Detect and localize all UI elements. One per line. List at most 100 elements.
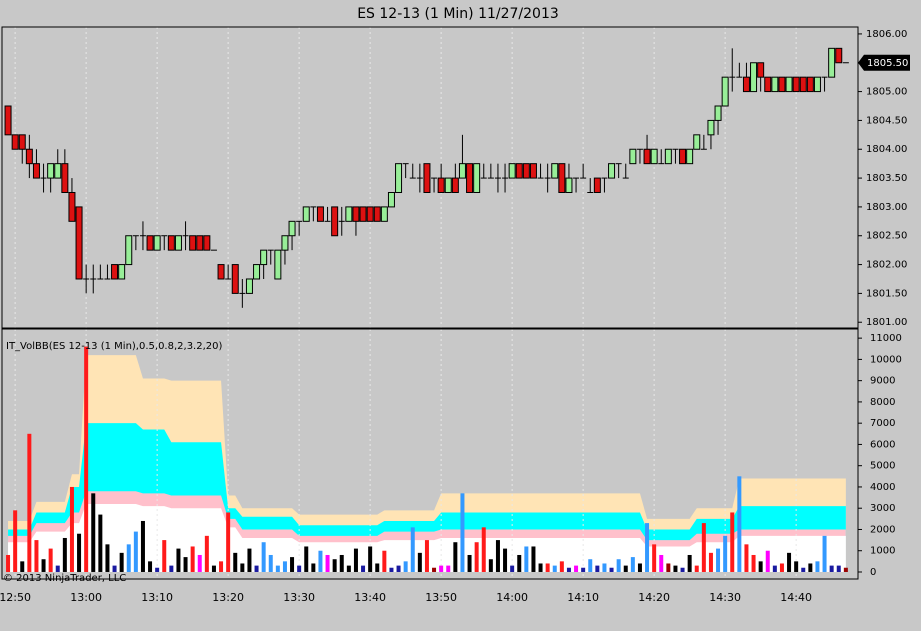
volume-bar [268,554,273,572]
volume-bar [666,563,671,572]
last-price-box [858,54,910,71]
volume-bar [13,510,18,572]
candle-body [18,134,26,150]
volume-bar [27,433,32,572]
candle-body [778,76,786,93]
y-tick-label: 1804.50 [866,115,907,126]
candle-body [558,163,566,193]
volume-bar [389,567,394,572]
candle-body [451,177,459,193]
volume-bar [275,565,280,572]
candle-body [387,191,395,208]
volume-bar [126,544,131,572]
volume-bar [105,544,110,572]
candle-body [274,249,282,280]
volume-bar [708,552,713,572]
candle-body [231,264,239,294]
volume-bar [659,554,664,572]
volume-tick-label: 8000 [870,397,895,408]
volume-bar [233,552,238,572]
volume-bar [417,552,422,572]
candle-body [423,163,431,193]
candle-body [174,235,182,251]
volume-bar [282,561,287,572]
y-tick-label: 1804.00 [866,144,907,155]
volume-bar [637,563,642,572]
volume-bar [211,565,216,572]
volume-bar [62,537,67,572]
volume-bar [495,540,500,572]
candle-body [260,249,268,266]
volume-bar [55,565,60,572]
candle-body [806,76,814,93]
volume-bar [41,559,46,572]
volume-tick-label: 11000 [870,333,902,344]
volume-bar [297,565,302,572]
candle-body [366,206,374,222]
candle-body [54,163,62,179]
volume-bar [488,559,493,572]
volume-bar [396,565,401,572]
y-tick-label: 1805.00 [866,87,907,98]
volume-bar [510,565,515,572]
candle-body [714,105,722,121]
candle-body [373,206,381,222]
volume-bar [609,567,614,572]
x-tick-label: 13:50 [425,591,457,604]
volume-bar [84,346,89,572]
candle-body [742,76,750,93]
x-tick-label: 13:00 [70,591,102,604]
volume-bar [375,563,380,572]
x-tick-label: 14:20 [638,591,670,604]
volume-bar [190,546,195,572]
volume-bar [616,559,621,572]
candle-body [799,76,807,93]
volume-panel-border [1,328,859,580]
volume-bar [595,565,600,572]
volume-bar [808,563,813,572]
candle-body [551,163,559,179]
candle-body [61,163,69,193]
candle-body [679,148,687,165]
volume-bar [758,561,763,572]
candle-body [792,76,800,93]
volume-bar [290,557,295,572]
candle-body [693,134,701,150]
candle-body [771,76,779,93]
candle-body [25,148,33,165]
volume-bar [801,567,806,572]
candle-body [245,278,253,294]
volume-bar [566,567,571,572]
x-tick-label: 13:30 [283,591,315,604]
y-tick-label: 1806.00 [866,29,907,40]
volume-bar [815,561,820,572]
volume-bar [673,565,678,572]
candle-body [458,163,466,179]
volume-bar [311,563,316,572]
volume-bar [574,565,579,572]
plot-layer [4,27,849,579]
candle-body [593,177,601,193]
volume-bar [772,565,777,572]
candle-body [785,76,793,93]
candle-body [764,76,772,93]
volume-bar [197,554,202,572]
volume-tick-label: 2000 [870,524,895,535]
volume-tick-label: 1000 [870,546,895,557]
candle-body [437,177,445,193]
candle-body [380,206,388,222]
volume-bar [247,548,252,572]
volume-bar [432,567,437,572]
candle-body [466,163,474,193]
x-tick-label: 13:20 [212,591,244,604]
volume-tick-label: 5000 [870,461,895,472]
candle-body [629,148,637,165]
candle-body [68,191,76,222]
volume-bar [261,542,266,572]
candle-body [707,119,715,136]
y-tick-label: 1803.50 [866,173,907,184]
volume-bar [140,520,145,572]
x-tick-label: 14:40 [780,591,812,604]
volume-bar [91,493,96,572]
